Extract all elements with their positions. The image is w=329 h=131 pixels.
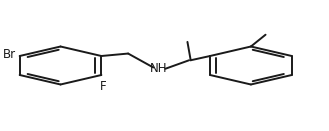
Text: F: F (100, 80, 106, 93)
Text: NH: NH (149, 62, 167, 75)
Text: Br: Br (3, 48, 16, 61)
